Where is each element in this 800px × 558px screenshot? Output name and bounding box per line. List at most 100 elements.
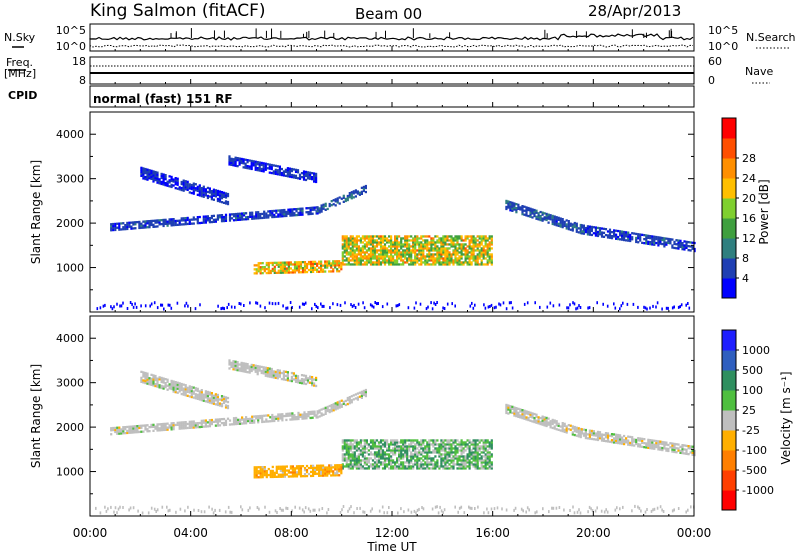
- heatmap-cell: [513, 414, 515, 416]
- heatmap-cell: [348, 259, 350, 261]
- heatmap-cell: [203, 222, 205, 224]
- heatmap-cell: [358, 449, 360, 451]
- heatmap-cell: [276, 472, 278, 474]
- heatmap-cell: [356, 257, 358, 259]
- heatmap-cell: [320, 269, 322, 271]
- heatmap-cell: [651, 439, 653, 441]
- heatmap-cell: [430, 461, 432, 463]
- heatmap-cell: [146, 424, 148, 426]
- heatmap-cell: [372, 263, 374, 265]
- heatmap-cell: [273, 370, 275, 372]
- heatmap-cell: [665, 448, 667, 450]
- heatmap-cell: [282, 466, 284, 468]
- heatmap-cell: [255, 169, 257, 171]
- heatmap-cell: [370, 441, 372, 443]
- heatmap-cell: [294, 473, 296, 475]
- heatmap-cell: [221, 405, 223, 407]
- heatmap-cell: [491, 453, 493, 455]
- heatmap-cell: [615, 436, 617, 438]
- heatmap-cell: [339, 404, 341, 406]
- heatmap-cell: [199, 303, 201, 306]
- heatmap-cell: [538, 212, 540, 214]
- heatmap-cell: [456, 455, 458, 457]
- heatmap-cell: [154, 179, 156, 181]
- heatmap-cell: [207, 399, 209, 401]
- heatmap-cell: [430, 439, 432, 441]
- heatmap-cell: [645, 444, 647, 446]
- heatmap-cell: [239, 161, 241, 163]
- heatmap-cell: [479, 441, 481, 443]
- heatmap-cell: [161, 387, 163, 389]
- heatmap-cell: [384, 243, 386, 245]
- heatmap-cell: [454, 441, 456, 443]
- heatmap-cell: [177, 180, 179, 182]
- heatmap-cell: [477, 235, 479, 237]
- heatmap-cell: [438, 445, 440, 447]
- heatmap-cell: [376, 251, 378, 253]
- heatmap-cell: [436, 235, 438, 237]
- heatmap-cell: [515, 413, 517, 415]
- heatmap-cell: [197, 424, 199, 426]
- heatmap-cell: [465, 247, 467, 249]
- heatmap-cell: [358, 461, 360, 463]
- heatmap-cell: [435, 303, 437, 306]
- heatmap-cell: [410, 249, 412, 251]
- heatmap-cell: [396, 443, 398, 445]
- heatmap-cell: [365, 391, 367, 393]
- heatmap-cell: [179, 388, 181, 390]
- heatmap-cell: [243, 304, 245, 307]
- heatmap-cell: [161, 425, 163, 427]
- heatmap-cell: [304, 261, 306, 263]
- heatmap-cell: [585, 229, 587, 231]
- heatmap-cell: [213, 401, 215, 403]
- heatmap-cell: [309, 172, 311, 174]
- heatmap-cell: [390, 243, 392, 245]
- heatmap-cell: [560, 425, 562, 427]
- heatmap-cell: [193, 222, 195, 224]
- heatmap-cell: [193, 189, 195, 191]
- heatmap-cell: [511, 408, 513, 410]
- heatmap-cell: [322, 271, 324, 273]
- heatmap-cell: [485, 457, 487, 459]
- heatmap-cell: [275, 371, 277, 373]
- heatmap-cell: [303, 411, 305, 413]
- heatmap-cell: [263, 366, 265, 368]
- heatmap-cell: [481, 461, 483, 463]
- heatmap-cell: [298, 471, 300, 473]
- heatmap-cell: [619, 434, 621, 436]
- heatmap-cell: [418, 237, 420, 239]
- heatmap-cell: [448, 263, 450, 265]
- heatmap-cell: [378, 449, 380, 451]
- heatmap-cell: [267, 214, 269, 216]
- heatmap-cell: [461, 459, 463, 461]
- heatmap-cell: [298, 269, 300, 271]
- heatmap-cell: [414, 445, 416, 447]
- heatmap-cell: [479, 251, 481, 253]
- heatmap-cell: [227, 195, 229, 197]
- heatmap-cell: [195, 389, 197, 391]
- heatmap-cell: [560, 223, 562, 225]
- heatmap-cell: [175, 183, 177, 185]
- heatmap-cell: [568, 428, 570, 430]
- heatmap-cell: [378, 445, 380, 447]
- heatmap-cell: [323, 305, 325, 308]
- heatmap-cell: [374, 467, 376, 469]
- heatmap-cell: [546, 419, 548, 421]
- heatmap-cell: [213, 191, 215, 193]
- heatmap-cell: [337, 405, 339, 407]
- heatmap-cell: [441, 509, 443, 512]
- heatmap-cell: [394, 453, 396, 455]
- heatmap-cell: [471, 257, 473, 259]
- heatmap-cell: [308, 473, 310, 475]
- heatmap-cell: [380, 461, 382, 463]
- heatmap-cell: [564, 431, 566, 433]
- heatmap-cell: [307, 171, 309, 173]
- heatmap-cell: [352, 253, 354, 255]
- heatmap-cell: [558, 217, 560, 219]
- heatmap-cell: [171, 220, 173, 222]
- heatmap-cell: [350, 505, 352, 508]
- heatmap-cell: [254, 468, 256, 470]
- heatmap-cell: [448, 253, 450, 255]
- heatmap-cell: [348, 465, 350, 467]
- heatmap-cell: [420, 443, 422, 445]
